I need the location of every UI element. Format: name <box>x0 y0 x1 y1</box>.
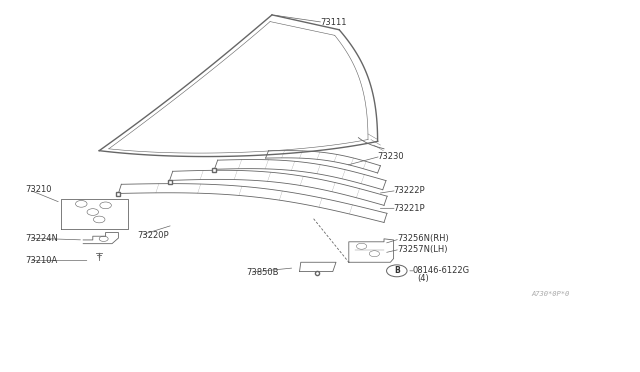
Text: 08146-6122G: 08146-6122G <box>413 266 470 275</box>
Text: 73220P: 73220P <box>138 231 169 240</box>
Text: 73230: 73230 <box>378 152 404 161</box>
Text: B: B <box>394 266 399 275</box>
Text: 73256N(RH): 73256N(RH) <box>397 234 449 243</box>
Text: 73224N: 73224N <box>26 234 58 243</box>
Text: (4): (4) <box>417 275 429 283</box>
Text: 73221P: 73221P <box>394 204 425 213</box>
Text: 73210: 73210 <box>26 185 52 194</box>
Text: 73222P: 73222P <box>394 186 425 195</box>
Text: 73850B: 73850B <box>246 268 279 277</box>
Text: 73257N(LH): 73257N(LH) <box>397 245 447 254</box>
Text: 73210A: 73210A <box>26 256 58 265</box>
Text: 73111: 73111 <box>320 18 346 27</box>
Text: A730*0P*0: A730*0P*0 <box>531 291 570 297</box>
